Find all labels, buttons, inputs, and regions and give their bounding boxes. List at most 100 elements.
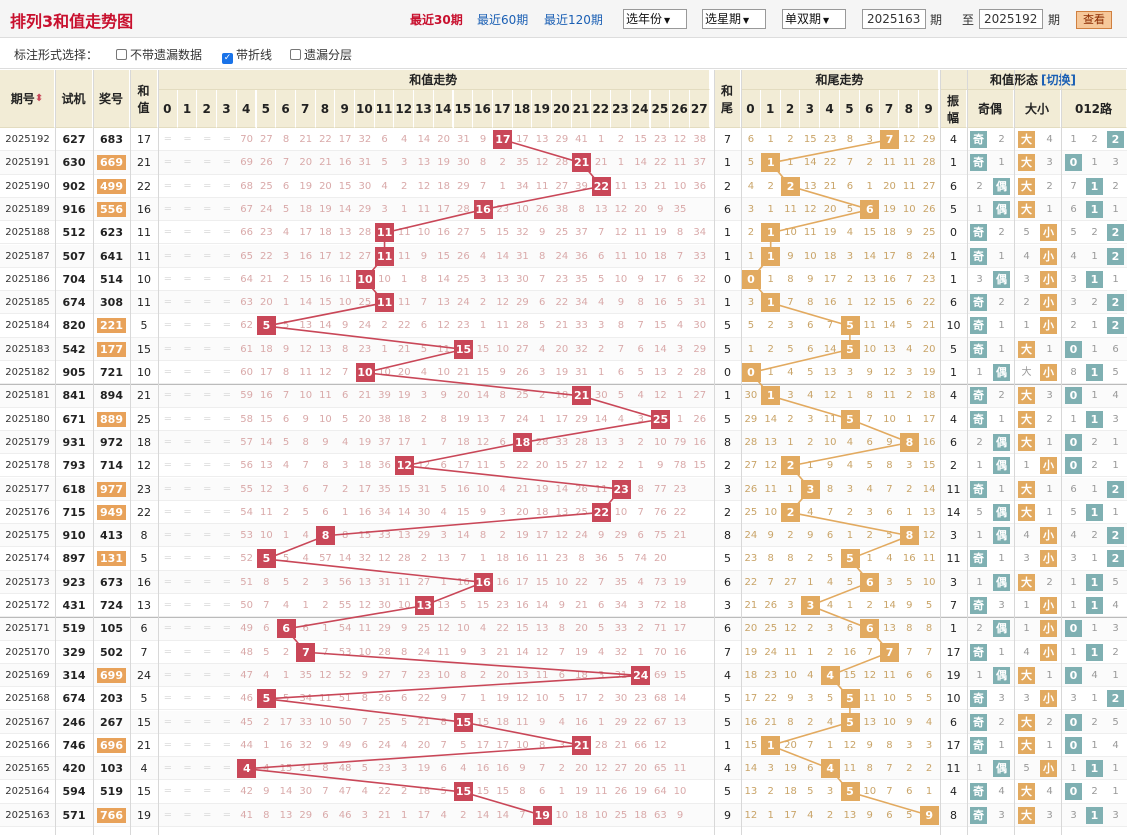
- tail-hit-ball: 1: [761, 246, 781, 266]
- amplitude-cell: 6: [950, 435, 957, 449]
- tail-hit-ball: 9: [919, 805, 939, 825]
- small-mark: 小: [1040, 294, 1057, 312]
- sum-miss-cell: 8: [479, 157, 487, 169]
- option-missing-layer[interactable]: 遗漏分层: [290, 46, 352, 63]
- odd-miss-cell: 2: [976, 180, 983, 192]
- sum-miss-cell: 8: [282, 134, 290, 145]
- tail-miss-cell: 1: [866, 180, 873, 192]
- option-no-missing[interactable]: 不带遗漏数据: [116, 46, 202, 63]
- small-miss-cell: 1: [1046, 343, 1053, 355]
- sum-miss-cell: 67: [240, 203, 253, 215]
- odd-miss-cell: 1: [976, 367, 983, 378]
- sum-miss-cell: 5: [617, 553, 625, 565]
- header-tail-number: 5: [840, 90, 860, 128]
- tail-miss-cell: 5: [906, 693, 913, 705]
- big-mark: 大: [1018, 806, 1035, 824]
- big-mark: 大: [1018, 573, 1035, 591]
- year-select[interactable]: 选年份 ▼: [623, 9, 687, 29]
- sum-miss-cell: 13: [437, 600, 450, 611]
- sum-miss-cell: 20: [634, 763, 647, 775]
- sum-miss-cell: 2: [282, 646, 290, 658]
- sum-hit-ball: 15: [454, 339, 473, 359]
- sum-value-cell: 5: [140, 692, 148, 706]
- small-miss-cell: 2: [1046, 576, 1053, 588]
- recent-30-link[interactable]: 最近30期: [410, 13, 463, 27]
- tail-value-cell: 5: [724, 342, 731, 356]
- sum-miss-cell: 21: [614, 739, 628, 751]
- sum-miss-cell: ═: [223, 413, 230, 425]
- sum-miss-cell: 53: [338, 646, 352, 658]
- sum-miss-cell: 8: [479, 530, 487, 542]
- sum-miss-cell: 3: [401, 157, 408, 169]
- tail-miss-cell: 6: [807, 320, 814, 332]
- sum-miss-cell: 8: [617, 320, 625, 332]
- sum-miss-cell: 9: [440, 693, 447, 705]
- query-button[interactable]: 查看: [1076, 11, 1112, 29]
- odd-mark: 奇: [970, 480, 987, 498]
- sum-miss-cell: 52: [338, 669, 352, 681]
- sum-miss-cell: 20: [496, 669, 510, 681]
- sum-miss-cell: 65: [653, 763, 667, 775]
- tail-miss-cell: 4: [886, 553, 893, 565]
- sum-miss-cell: 52: [240, 553, 253, 565]
- tail-miss-cell: 13: [843, 809, 857, 821]
- tail-miss-cell: 14: [883, 600, 896, 611]
- checkbox-checked-icon[interactable]: ✓: [222, 53, 233, 64]
- sum-miss-cell: ═: [164, 739, 171, 751]
- sum-miss-cell: 6: [341, 390, 349, 402]
- header-issue[interactable]: 期号 ⬍: [0, 70, 55, 128]
- sum-miss-cell: ═: [204, 553, 211, 565]
- sum-miss-cell: 8: [538, 250, 546, 262]
- tail-hit-ball: 7: [880, 642, 900, 662]
- start-period-input[interactable]: 2025163: [862, 9, 926, 29]
- sum-miss-cell: 1: [401, 203, 408, 215]
- tail-miss-cell: 5: [826, 553, 834, 565]
- tail-miss-cell: 11: [902, 180, 916, 192]
- sum-miss-cell: 7: [322, 646, 329, 658]
- recent-120-link[interactable]: 最近120期: [544, 13, 603, 27]
- amplitude-cell: 3: [950, 575, 957, 589]
- draw-number-cell: 519: [93, 780, 130, 803]
- sum-miss-cell: 1: [676, 390, 684, 402]
- sum-miss-cell: ═: [204, 506, 211, 518]
- draw-number-value: 699: [97, 667, 126, 683]
- weekday-select[interactable]: 选星期 ▼: [702, 9, 766, 29]
- sum-miss-cell: 31: [614, 669, 628, 681]
- end-period-input[interactable]: 2025192: [979, 9, 1043, 29]
- big-mark: 大: [1018, 480, 1035, 498]
- sum-miss-cell: ═: [204, 786, 211, 798]
- switch-link[interactable]: [切换]: [1041, 73, 1076, 87]
- sum-miss-cell: ═: [204, 436, 211, 448]
- sum-miss-cell: 5: [282, 320, 290, 332]
- tail-miss-cell: 27: [744, 460, 758, 472]
- checkbox-icon[interactable]: [116, 49, 127, 60]
- oddeven-period-select[interactable]: 单双期 ▼: [782, 9, 846, 29]
- sum-miss-cell: 16: [575, 716, 588, 728]
- checkbox-icon[interactable]: [290, 49, 301, 60]
- issue-cell: 2025175: [5, 530, 50, 542]
- sum-miss-cell: 16: [456, 483, 470, 495]
- small-miss-cell: 1: [1046, 739, 1053, 751]
- big-miss-cell: 3: [1023, 273, 1030, 285]
- sum-miss-cell: 21: [397, 343, 411, 355]
- sum-miss-cell: 18: [456, 436, 470, 448]
- sum-miss-cell: 6: [381, 134, 388, 145]
- sum-miss-cell: 3: [401, 763, 408, 775]
- sum-miss-cell: 19: [299, 180, 313, 192]
- tail-miss-cell: 6: [886, 506, 893, 518]
- sum-miss-cell: 17: [476, 739, 490, 751]
- sum-miss-cell: 9: [519, 763, 526, 775]
- sum-miss-cell: 18: [535, 506, 549, 518]
- sort-icon[interactable]: ⬍: [34, 93, 44, 104]
- sum-miss-cell: 10: [555, 576, 569, 588]
- sum-miss-cell: 2: [617, 460, 625, 472]
- tail-miss-cell: 7: [787, 297, 794, 309]
- tail-miss-cell: 3: [906, 367, 913, 378]
- draw-number-cell: 502: [93, 641, 130, 664]
- sum-miss-cell: 34: [614, 600, 628, 611]
- big-miss-cell: 大: [1021, 367, 1032, 378]
- sum-value-cell: 4: [140, 762, 148, 776]
- recent-60-link[interactable]: 最近60期: [477, 13, 529, 27]
- sum-miss-cell: 38: [378, 413, 391, 425]
- option-with-line[interactable]: ✓ 带折线: [222, 46, 272, 64]
